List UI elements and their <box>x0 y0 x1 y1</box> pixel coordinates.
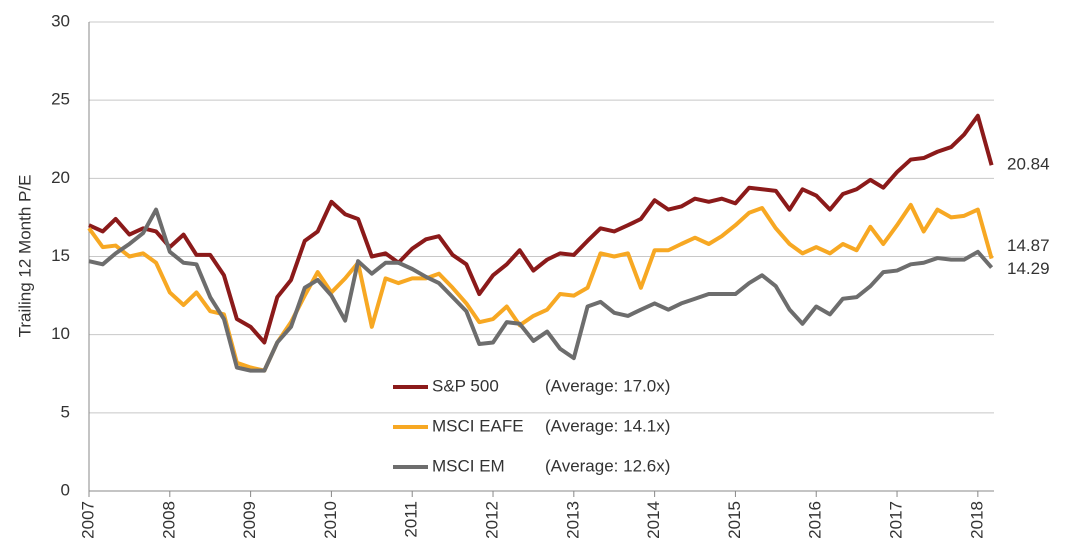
series-line <box>88 113 994 345</box>
y-tick-label: 10 <box>51 324 70 343</box>
x-tick-label: 2012 <box>483 501 502 539</box>
x-tick-label: 2015 <box>725 501 744 539</box>
x-tick-label: 2018 <box>967 501 986 539</box>
legend-label: S&P 500 <box>432 376 499 395</box>
y-tick-label: 15 <box>51 246 70 265</box>
x-tick-label: 2010 <box>321 501 340 539</box>
x-tick-label: 2016 <box>806 501 825 539</box>
legend-average: (Average: 14.1x) <box>545 416 670 435</box>
y-tick-label: 20 <box>51 168 70 187</box>
y-tick-label: 0 <box>61 480 70 499</box>
series-line <box>88 207 994 373</box>
end-label: 14.29 <box>1007 259 1050 278</box>
x-tick-label: 2017 <box>887 501 906 539</box>
legend-label: MSCI EAFE <box>432 416 524 435</box>
series-line <box>87 202 994 373</box>
x-tick-label: 2014 <box>644 501 663 539</box>
y-tick-label: 25 <box>51 90 70 109</box>
y-tick-label: 30 <box>51 11 70 30</box>
x-tick-label: 2009 <box>240 501 259 539</box>
legend-average: (Average: 17.0x) <box>545 376 670 395</box>
x-tick-label: 2013 <box>563 501 582 539</box>
x-tick-label: 2007 <box>78 501 97 539</box>
end-label: 14.87 <box>1007 236 1050 255</box>
y-axis-label: Trailing 12 Month P/E <box>15 175 34 338</box>
x-tick-label: 2011 <box>402 501 421 538</box>
x-tick-label: 2008 <box>159 501 178 539</box>
end-label: 20.84 <box>1007 155 1050 174</box>
legend-average: (Average: 12.6x) <box>545 456 670 475</box>
y-tick-label: 5 <box>61 402 70 421</box>
legend-label: MSCI EM <box>432 456 505 475</box>
